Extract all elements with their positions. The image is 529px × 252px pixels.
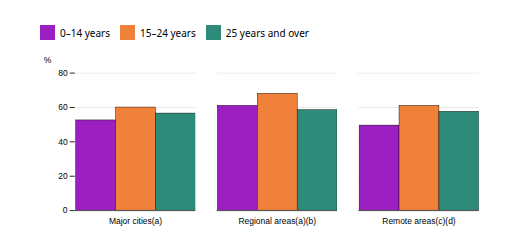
svg-text:%: % xyxy=(44,55,52,65)
html-text:25 years and over: 25 years and over xyxy=(225,25,309,40)
svg-text:20: 20 xyxy=(58,171,68,181)
svg-text:60: 60 xyxy=(58,102,68,112)
html-text:15–24 years: 15–24 years xyxy=(140,25,196,40)
svg-text:Remote areas(c)(d): Remote areas(c)(d) xyxy=(382,216,456,226)
svg-text:Major cities(a): Major cities(a) xyxy=(109,216,162,226)
html-text:0–14 years: 0–14 years xyxy=(60,25,110,40)
svg-text:80: 80 xyxy=(58,68,68,78)
svg-text:0: 0 xyxy=(63,205,68,215)
svg-text:Regional areas(a)(b): Regional areas(a)(b) xyxy=(238,216,316,226)
svg-text:40: 40 xyxy=(58,137,68,147)
